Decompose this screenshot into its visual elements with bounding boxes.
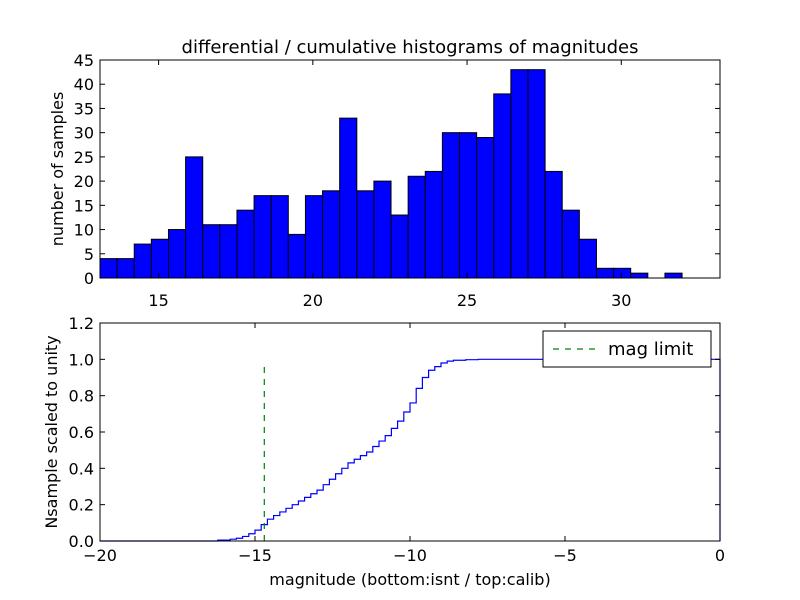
y-tick-label: 0.0: [69, 532, 94, 551]
histogram-bar: [527, 69, 546, 279]
histogram-bars: [99, 69, 683, 279]
histogram-bar: [390, 214, 409, 279]
histogram-bar: [459, 132, 478, 279]
y-tick-label: 30: [74, 124, 94, 143]
histogram-bar: [578, 238, 597, 279]
histogram-bar: [287, 233, 306, 279]
histogram-bar: [424, 170, 443, 279]
histogram-bar: [476, 137, 495, 279]
histogram-bar: [664, 272, 683, 279]
histogram-bar: [304, 195, 324, 279]
histogram-bar: [544, 170, 563, 279]
top-y-axis-label: number of samples: [48, 92, 67, 247]
y-tick-label: 0.8: [69, 387, 94, 406]
x-tick-label: −15: [238, 546, 272, 565]
y-tick-label: 0.6: [69, 423, 94, 442]
y-tick-label: 1.0: [69, 350, 94, 369]
histogram-bar: [630, 272, 649, 279]
y-tick-label: 0.4: [69, 459, 94, 478]
histogram-bar: [322, 190, 341, 279]
legend-label: mag limit: [608, 339, 693, 360]
x-tick-label: 25: [457, 291, 477, 310]
histogram-bar: [493, 93, 512, 279]
histogram-bar: [356, 190, 375, 279]
histogram-bar: [167, 229, 187, 279]
x-tick-label: −20: [83, 546, 117, 565]
bottom-cumulative-panel: 0.0 0.2 0.4 0.6 0.8 1.0 1.2 −20 −15 −10 −5 0 Nsamp…: [42, 314, 725, 589]
x-tick-label: 30: [611, 291, 631, 310]
histogram-bar: [270, 195, 289, 279]
y-tick-label: 5: [84, 245, 94, 264]
histogram-bar: [99, 258, 118, 279]
y-tick-label: 20: [74, 172, 94, 191]
histogram-bar: [373, 180, 392, 279]
histogram-bar: [407, 175, 426, 279]
histogram-bar: [339, 117, 358, 279]
cumulative-line: [100, 358, 721, 542]
x-tick-label: −5: [553, 546, 577, 565]
histogram-bar: [253, 195, 272, 279]
bottom-axes-frame: [99, 322, 721, 542]
bottom-x-ticks: −20 −15 −10 −5 0: [83, 323, 725, 565]
y-tick-label: 0: [84, 269, 94, 288]
top-y-ticks: 0 5 10 15 20 25 30 35 40 45: [74, 51, 720, 288]
histogram-bar: [116, 258, 135, 279]
bottom-x-axis-label: magnitude (bottom:isnt / top:calib): [269, 570, 550, 589]
y-tick-label: 45: [74, 51, 94, 70]
histogram-bar: [150, 238, 169, 279]
y-tick-label: 10: [74, 221, 94, 240]
y-tick-label: 15: [74, 196, 94, 215]
bottom-y-axis-label: Nsample scaled to unity: [42, 335, 61, 528]
histogram-bar: [202, 224, 221, 279]
histogram-bar: [236, 209, 255, 279]
histogram-bar: [219, 224, 238, 279]
histogram-bar: [185, 156, 204, 279]
x-tick-label: 0: [715, 546, 725, 565]
histogram-bar: [441, 132, 461, 279]
y-tick-label: 40: [74, 75, 94, 94]
histogram-bar: [133, 243, 152, 279]
histogram-bar: [613, 267, 632, 279]
x-tick-label: 20: [303, 291, 323, 310]
histogram-bar: [510, 69, 529, 279]
y-tick-label: 0.2: [69, 496, 94, 515]
x-tick-label: 15: [148, 291, 168, 310]
y-tick-label: 35: [74, 99, 94, 118]
top-axes-frame: [99, 59, 721, 279]
histogram-bar: [561, 209, 580, 279]
chart-title: differential / cumulative histograms of …: [182, 37, 639, 58]
cumulative-lines: [100, 358, 721, 542]
legend: mag limit: [542, 330, 712, 368]
histogram-bar: [595, 267, 615, 279]
y-tick-label: 25: [74, 148, 94, 167]
x-tick-label: −10: [393, 546, 427, 565]
top-x-ticks: 15 20 25 30: [148, 60, 631, 310]
y-tick-label: 1.2: [69, 314, 94, 333]
top-histogram-panel: differential / cumulative histograms of …: [48, 37, 721, 310]
